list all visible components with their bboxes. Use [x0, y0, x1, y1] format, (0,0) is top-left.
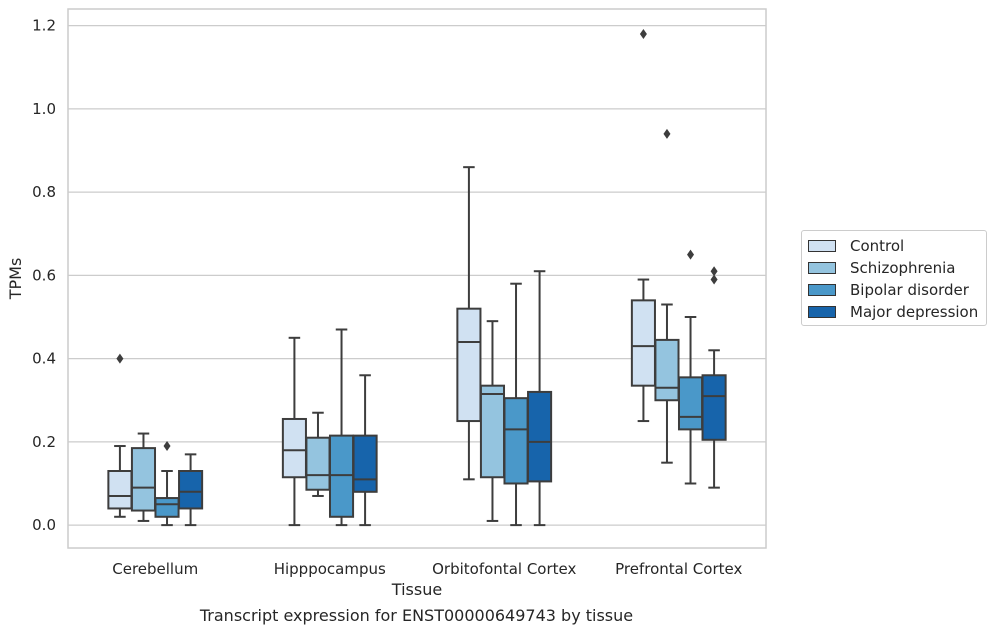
box-iqr [328, 434, 355, 518]
legend-swatch-major-depression [808, 306, 836, 318]
x-tick-label: Orbitofontal Cortex [432, 560, 576, 578]
box-prefrontal-cortex-schizophrenia [654, 128, 680, 464]
box-orbitofontal-cortex-schizophrenia [479, 320, 506, 522]
y-tick-label: 1.2 [32, 17, 56, 35]
box-iqr [630, 299, 656, 387]
outlier-point [663, 128, 671, 139]
legend-label-schizophrenia: Schizophrenia [850, 259, 956, 277]
box-iqr [677, 376, 704, 431]
box-iqr [178, 470, 204, 510]
box-orbitofontal-cortex-bipolar-disorder [503, 282, 529, 527]
box-prefrontal-cortex-major-depression [701, 266, 727, 489]
outlier-point [116, 353, 124, 364]
legend: Control Schizophrenia Bipolar disorder M… [801, 230, 987, 326]
box-orbitofontal-cortex-major-depression [527, 270, 553, 527]
box-iqr [654, 338, 680, 402]
box-cerebellum-control [107, 353, 133, 518]
box-orbitofontal-cortex-control [456, 166, 482, 481]
box-cerebellum-bipolar-disorder [154, 441, 180, 527]
y-tick-label: 0.4 [32, 350, 56, 368]
legend-label-major-depression: Major depression [850, 303, 979, 321]
y-tick-label: 0.6 [32, 266, 56, 284]
tick-labels: 0.0 0.2 0.4 0.6 0.8 1.0 1.2 Cerebellum Hipppocam… [32, 17, 742, 578]
legend-label-control: Control [850, 237, 905, 255]
box-prefrontal-cortex-control [630, 28, 656, 423]
legend-swatch-bipolar-disorder [808, 284, 836, 296]
outlier-point [687, 249, 695, 260]
box-iqr [527, 390, 553, 483]
x-tick-label: Cerebellum [112, 560, 198, 578]
y-tick-label: 1.0 [32, 100, 56, 118]
grid-lines [68, 25, 766, 526]
box-hipppocampus-control [281, 336, 307, 527]
y-tick-label: 0.8 [32, 183, 56, 201]
box-iqr [154, 497, 180, 518]
x-tick-label: Hipppocampus [274, 560, 386, 578]
box-iqr [701, 374, 727, 441]
outlier-point [710, 274, 718, 285]
box-prefrontal-cortex-bipolar-disorder [677, 249, 704, 485]
box-hipppocampus-schizophrenia [305, 411, 331, 497]
legend-item-schizophrenia: Schizophrenia [808, 258, 955, 278]
y-tick-label: 0.0 [32, 516, 56, 534]
box-iqr [107, 470, 133, 510]
box-hipppocampus-major-depression [352, 374, 378, 527]
x-axis-label: Tissue [391, 580, 442, 599]
legend-item-bipolar-disorder: Bipolar disorder [808, 280, 969, 300]
outlier-point [639, 28, 647, 39]
box-cerebellum-major-depression [178, 453, 204, 527]
box-iqr [281, 417, 307, 479]
y-tick-label: 0.2 [32, 433, 56, 451]
legend-item-major-depression: Major depression [808, 302, 978, 322]
boxes [107, 28, 727, 527]
box-cerebellum-schizophrenia [130, 432, 157, 522]
plot-frame [67, 8, 767, 549]
legend-swatch-schizophrenia [808, 262, 836, 274]
x-tick-label: Prefrontal Cortex [615, 560, 742, 578]
legend-item-control: Control [808, 236, 904, 256]
figure-caption: Transcript expression for ENST0000064974… [199, 606, 634, 625]
box-iqr [456, 307, 482, 423]
box-iqr [503, 397, 529, 485]
box-iqr [479, 384, 506, 479]
y-axis-label: TPMs [6, 258, 25, 301]
legend-swatch-control [808, 240, 836, 252]
outlier-point [163, 441, 171, 452]
box-iqr [352, 434, 378, 493]
outlier-point [710, 266, 718, 277]
box-iqr [305, 436, 331, 491]
box-iqr [130, 447, 157, 512]
legend-label-bipolar-disorder: Bipolar disorder [850, 281, 969, 299]
